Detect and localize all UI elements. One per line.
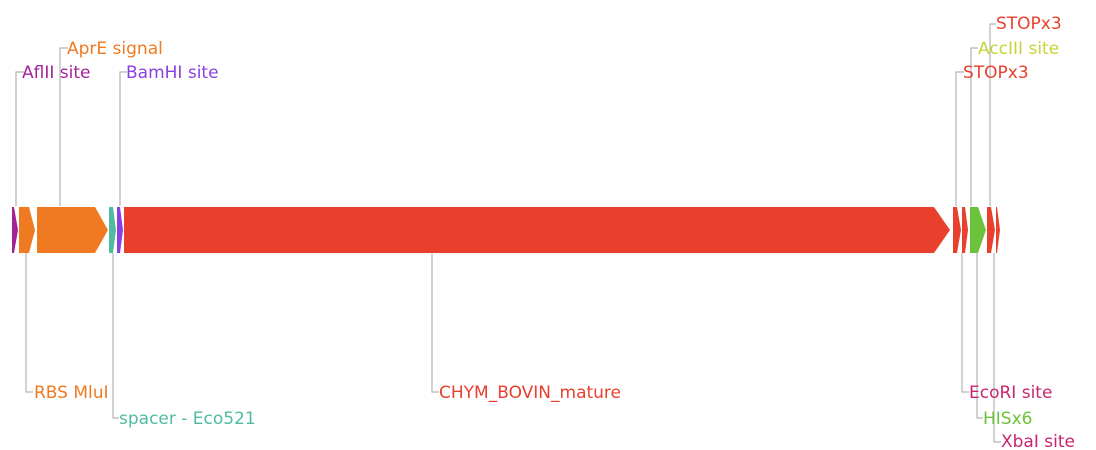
leader-lines [15,23,1001,443]
label-ecori: EcoRI site [969,383,1052,403]
feature-ecori[interactable] [962,207,968,253]
leader-acciii [970,47,978,206]
label-xbai: XbaI site [1001,432,1075,450]
feature-track [12,207,1000,253]
feature-chym[interactable] [124,207,950,253]
label-stop1: STOPx3 [963,63,1029,83]
feature-aflii[interactable] [12,207,18,253]
leader-bamhi [119,71,127,206]
label-rbs: RBS MluI [34,383,109,403]
leader-spacer [112,253,119,419]
leader-apre [59,47,68,206]
leader-aflii [15,71,24,206]
leader-stop1 [955,71,964,206]
feature-apre[interactable] [37,207,108,253]
leader-xbai [993,253,1001,443]
leader-chym [431,253,439,393]
label-his: HISx6 [983,409,1032,429]
feature-stop1[interactable] [953,207,961,253]
feature-his[interactable] [970,207,986,253]
label-stop2: STOPx3 [996,14,1062,34]
feature-labels: STOPx3 AprE signal AccIII site AflII sit… [22,14,1075,450]
leader-stop2 [989,23,996,206]
label-apre: AprE signal [67,39,163,59]
label-bamhi: BamHI site [126,63,219,83]
label-acciii: AccIII site [978,39,1059,59]
label-chym: CHYM_BOVIN_mature [439,383,621,403]
feature-stop2[interactable] [987,207,995,253]
feature-bamhi[interactable] [117,207,123,253]
feature-rbs[interactable] [19,207,35,253]
feature-spacer[interactable] [109,207,116,253]
leader-rbs [25,253,33,393]
label-aflii: AflII site [22,63,90,83]
label-spacer: spacer - Eco521 [119,409,256,429]
leader-his [976,253,983,419]
leader-ecori [961,253,969,393]
feature-xbai[interactable] [996,207,1000,253]
